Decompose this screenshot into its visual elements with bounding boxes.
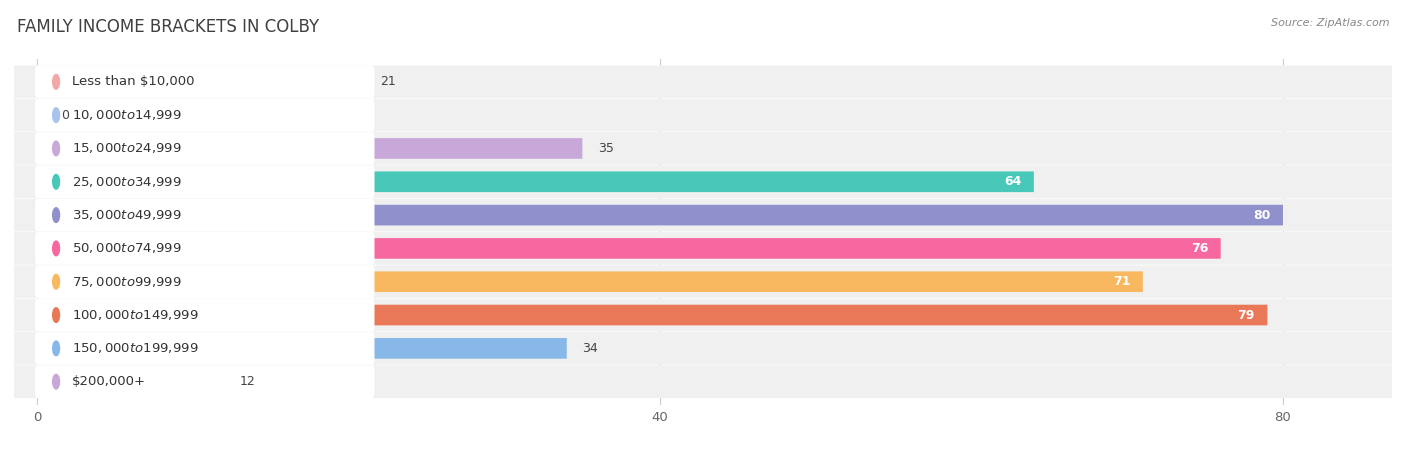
Text: 0: 0 <box>60 108 69 122</box>
Text: 76: 76 <box>1191 242 1208 255</box>
FancyBboxPatch shape <box>38 105 45 126</box>
FancyBboxPatch shape <box>35 99 374 131</box>
FancyBboxPatch shape <box>35 365 374 398</box>
FancyBboxPatch shape <box>38 238 1220 259</box>
Text: 34: 34 <box>582 342 598 355</box>
Circle shape <box>52 374 59 389</box>
Text: 12: 12 <box>240 375 256 388</box>
Text: 71: 71 <box>1114 275 1130 288</box>
Text: $25,000 to $34,999: $25,000 to $34,999 <box>72 175 181 189</box>
Text: 80: 80 <box>1253 209 1271 221</box>
FancyBboxPatch shape <box>14 232 1392 265</box>
Text: $75,000 to $99,999: $75,000 to $99,999 <box>72 275 181 289</box>
Circle shape <box>52 308 59 322</box>
Text: 21: 21 <box>380 75 395 88</box>
Text: Less than $10,000: Less than $10,000 <box>72 75 194 88</box>
Circle shape <box>52 175 59 189</box>
Circle shape <box>52 141 59 156</box>
Text: 79: 79 <box>1237 309 1256 322</box>
Circle shape <box>52 108 59 122</box>
FancyBboxPatch shape <box>35 166 374 198</box>
Text: $10,000 to $14,999: $10,000 to $14,999 <box>72 108 181 122</box>
Circle shape <box>52 208 59 222</box>
Text: $15,000 to $24,999: $15,000 to $24,999 <box>72 141 181 155</box>
FancyBboxPatch shape <box>14 99 1392 131</box>
Text: $100,000 to $149,999: $100,000 to $149,999 <box>72 308 198 322</box>
Text: $200,000+: $200,000+ <box>72 375 146 388</box>
FancyBboxPatch shape <box>35 66 374 98</box>
FancyBboxPatch shape <box>38 271 1143 292</box>
FancyBboxPatch shape <box>14 266 1392 298</box>
FancyBboxPatch shape <box>35 132 374 165</box>
FancyBboxPatch shape <box>35 332 374 365</box>
Text: 35: 35 <box>598 142 614 155</box>
FancyBboxPatch shape <box>38 371 224 392</box>
FancyBboxPatch shape <box>38 171 1033 192</box>
Text: FAMILY INCOME BRACKETS IN COLBY: FAMILY INCOME BRACKETS IN COLBY <box>17 18 319 36</box>
FancyBboxPatch shape <box>38 205 1282 225</box>
FancyBboxPatch shape <box>14 166 1392 198</box>
FancyBboxPatch shape <box>35 199 374 231</box>
Circle shape <box>52 341 59 356</box>
FancyBboxPatch shape <box>14 365 1392 398</box>
Circle shape <box>52 241 59 256</box>
FancyBboxPatch shape <box>14 199 1392 231</box>
FancyBboxPatch shape <box>14 66 1392 98</box>
FancyBboxPatch shape <box>38 72 364 92</box>
FancyBboxPatch shape <box>14 332 1392 365</box>
FancyBboxPatch shape <box>38 305 1267 325</box>
Text: Source: ZipAtlas.com: Source: ZipAtlas.com <box>1271 18 1389 28</box>
Text: $50,000 to $74,999: $50,000 to $74,999 <box>72 241 181 256</box>
FancyBboxPatch shape <box>35 232 374 265</box>
FancyBboxPatch shape <box>35 266 374 298</box>
Text: $150,000 to $199,999: $150,000 to $199,999 <box>72 342 198 356</box>
Circle shape <box>52 274 59 289</box>
Circle shape <box>52 75 59 89</box>
Text: $35,000 to $49,999: $35,000 to $49,999 <box>72 208 181 222</box>
FancyBboxPatch shape <box>14 299 1392 331</box>
Text: 64: 64 <box>1004 175 1021 188</box>
FancyBboxPatch shape <box>14 132 1392 165</box>
FancyBboxPatch shape <box>38 138 582 159</box>
FancyBboxPatch shape <box>35 299 374 331</box>
FancyBboxPatch shape <box>38 338 567 359</box>
